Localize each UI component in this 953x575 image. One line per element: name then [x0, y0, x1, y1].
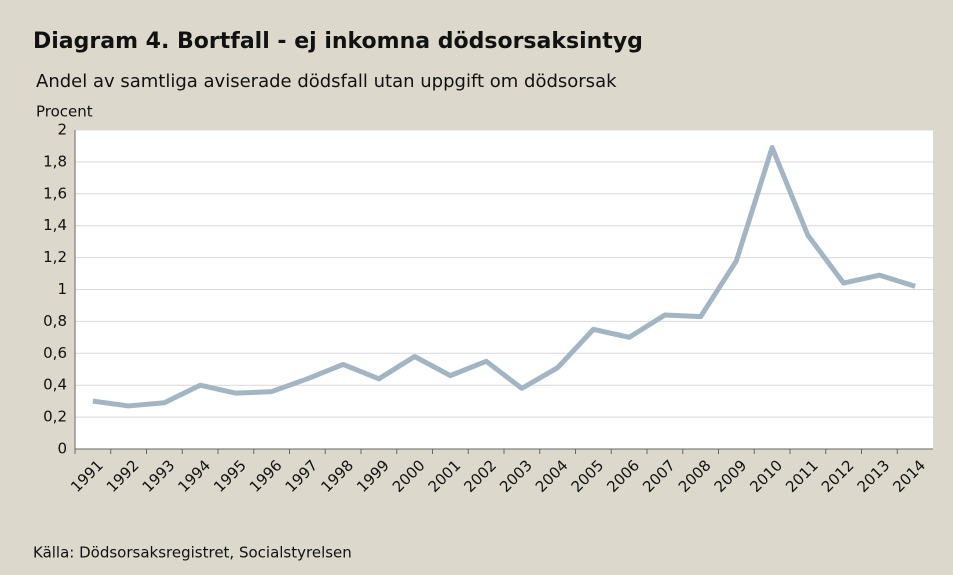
y-tick-label: 1,4	[43, 216, 67, 234]
chart-title: Diagram 4. Bortfall - ej inkomna dödsors…	[33, 29, 643, 54]
chart-subtitle: Andel av samtliga aviserade dödsfall uta…	[36, 71, 617, 92]
y-tick-label: 0,6	[43, 344, 67, 362]
line	[92, 145, 916, 409]
y-tick-label: 1,6	[43, 184, 67, 202]
y-tick-label: 1,8	[43, 152, 67, 170]
source: Källa: Dödsorsaksregistret, Socialstyrel…	[33, 544, 352, 562]
y-tick-label: 1	[57, 280, 67, 298]
y-tick-label: 0,4	[43, 376, 67, 394]
y-axis-label: Procent	[36, 103, 93, 121]
y-tick-label: 0	[57, 440, 67, 458]
y-tick-label: 2	[57, 121, 67, 139]
y-tick-label: 0,8	[43, 312, 67, 330]
y-tick-label: 0,2	[43, 408, 67, 426]
y-tick-label: 1,2	[43, 248, 67, 266]
